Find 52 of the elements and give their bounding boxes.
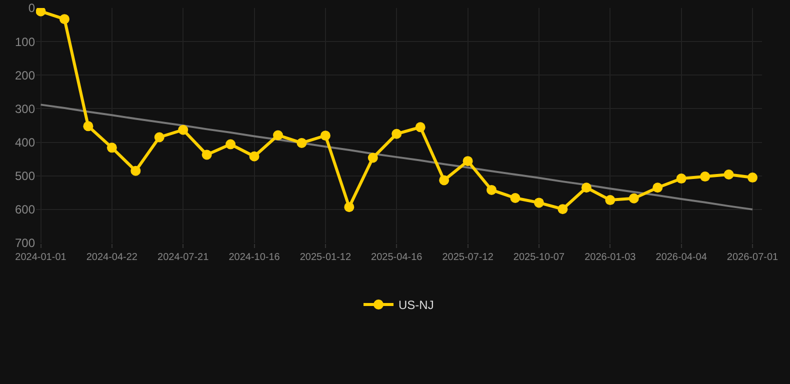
point: [534, 198, 544, 208]
x-tick-label: 2024-07-21: [158, 252, 210, 263]
point: [320, 130, 330, 141]
point: [558, 204, 568, 214]
y-tick-label: 500: [14, 169, 36, 184]
x-tick-label: 2024-01-01: [15, 252, 67, 263]
point: [130, 166, 141, 176]
point: [59, 14, 70, 24]
y-tick-label: 700: [14, 236, 36, 250]
x-tick-label: 2026-07-01: [726, 252, 779, 263]
y-tick-label: 100: [14, 34, 36, 49]
point: [724, 170, 734, 180]
point: [439, 175, 450, 186]
point: [486, 184, 497, 195]
point: [510, 193, 520, 204]
point: [628, 193, 639, 204]
x-tick-label: 2026-04-04: [656, 252, 708, 263]
x-tick-label: 2025-07-12: [442, 252, 494, 263]
point: [83, 121, 94, 132]
point: [368, 152, 378, 163]
point: [296, 138, 307, 148]
point: [226, 139, 236, 150]
x-tick-label: 2026-01-03: [584, 252, 636, 263]
point: [392, 128, 402, 139]
y-tick-label: 300: [14, 102, 36, 116]
y-tick-label: 400: [14, 135, 36, 150]
point: [344, 202, 354, 212]
point: [415, 122, 426, 132]
x-tick-label: 2024-04-22: [86, 252, 138, 263]
point: [178, 124, 188, 135]
x-tick-label: 2025-04-16: [371, 252, 423, 263]
point: [700, 172, 710, 182]
x-tick-label: 2025-10-07: [513, 252, 565, 263]
x-tick-label: 2025-01-12: [300, 252, 352, 263]
x-tick-label: 2024-10-16: [228, 252, 280, 263]
y-tick-label: 200: [14, 68, 36, 82]
point: [202, 150, 212, 160]
legend-label: US-NJ: [398, 298, 434, 312]
point: [581, 182, 592, 193]
point: [154, 132, 164, 142]
point: [605, 195, 616, 206]
point: [652, 182, 663, 193]
point: [462, 156, 473, 166]
point: [748, 172, 758, 183]
y-tick-label: 0: [28, 1, 36, 16]
y-tick-label: 600: [14, 202, 36, 217]
point: [273, 130, 283, 140]
line-series: [40, 104, 754, 210]
point: [249, 151, 260, 162]
point: [676, 174, 686, 184]
point: [36, 8, 46, 16]
point: [106, 142, 117, 153]
